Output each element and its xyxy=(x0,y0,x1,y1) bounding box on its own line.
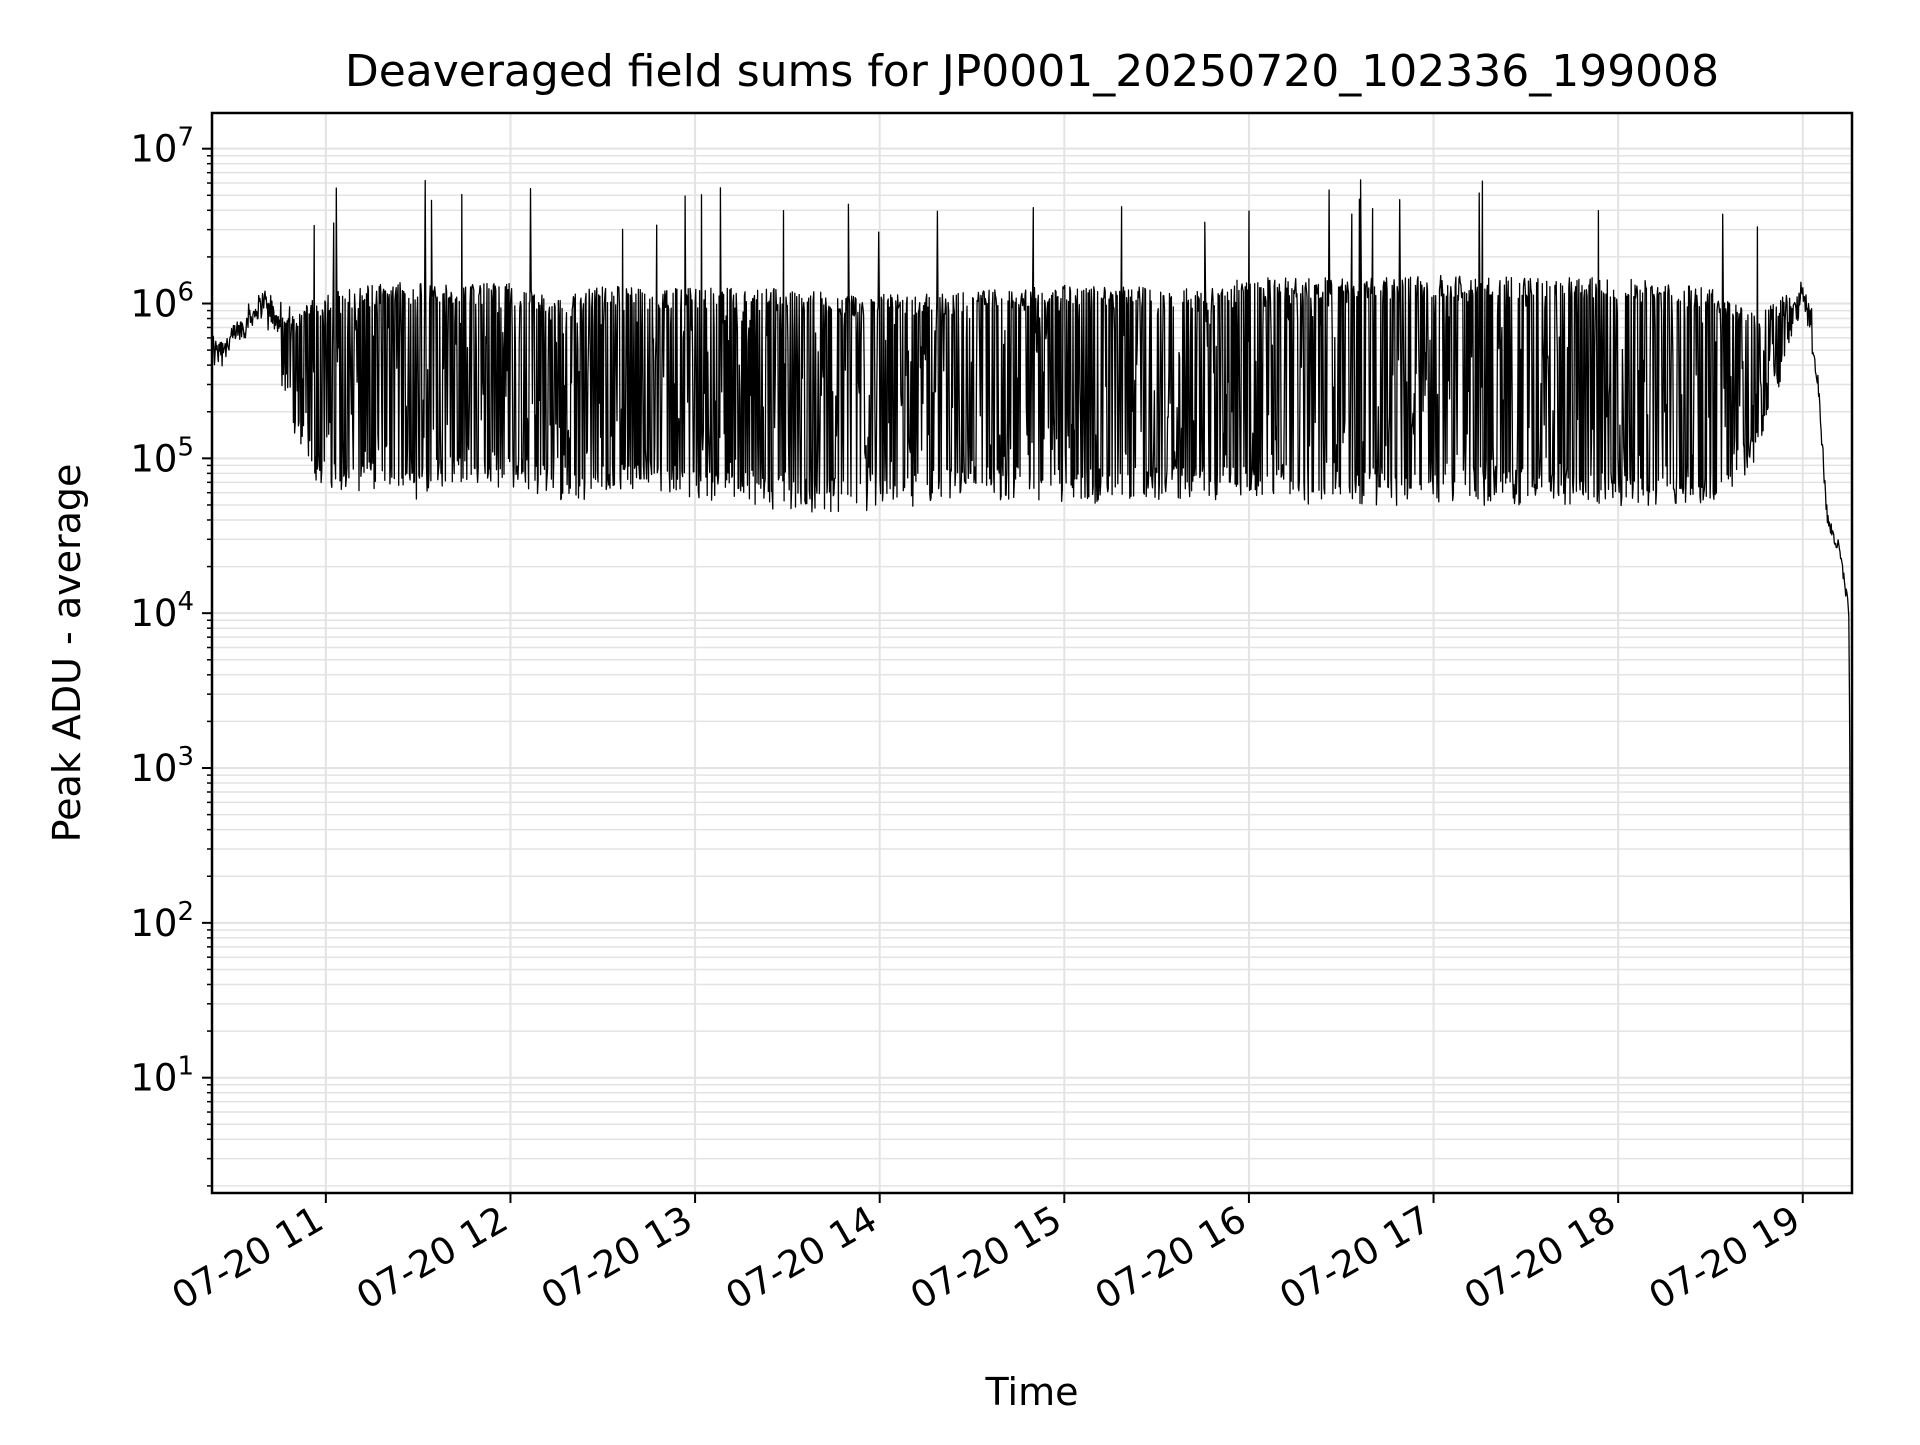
y-tick-exponent: 3 xyxy=(177,742,194,772)
y-tick-base: 10 xyxy=(130,1057,177,1100)
y-tick-label: 102 xyxy=(130,897,194,945)
y-tick-label: 105 xyxy=(130,432,194,480)
y-tick-label: 104 xyxy=(130,587,194,635)
y-tick-label: 101 xyxy=(130,1052,194,1100)
y-tick-exponent: 2 xyxy=(177,897,194,927)
y-tick-exponent: 6 xyxy=(177,278,194,308)
series-line xyxy=(211,179,1853,1143)
y-tick-base: 10 xyxy=(130,592,177,635)
x-axis-label: Time xyxy=(985,1370,1079,1414)
y-tick-exponent: 5 xyxy=(177,432,194,462)
y-tick-exponent: 7 xyxy=(177,123,194,153)
plot-frame xyxy=(210,111,1854,1195)
line-layer xyxy=(211,179,1853,1143)
y-tick-label: 103 xyxy=(130,742,194,790)
y-tick-base: 10 xyxy=(130,283,177,326)
y-tick-exponent: 4 xyxy=(177,587,194,617)
y-tick-base: 10 xyxy=(130,747,177,790)
y-tick-base: 10 xyxy=(130,128,177,171)
y-tick-label: 106 xyxy=(130,278,194,326)
grid-layer xyxy=(212,113,1852,1193)
y-tick-base: 10 xyxy=(130,902,177,945)
y-tick-base: 10 xyxy=(130,437,177,480)
y-tick-exponent: 1 xyxy=(177,1052,194,1082)
y-tick-label: 107 xyxy=(130,123,194,171)
chart-title: Deaveraged field sums for JP0001_2025072… xyxy=(345,46,1719,97)
y-axis-label: Peak ADU - average xyxy=(45,464,89,843)
